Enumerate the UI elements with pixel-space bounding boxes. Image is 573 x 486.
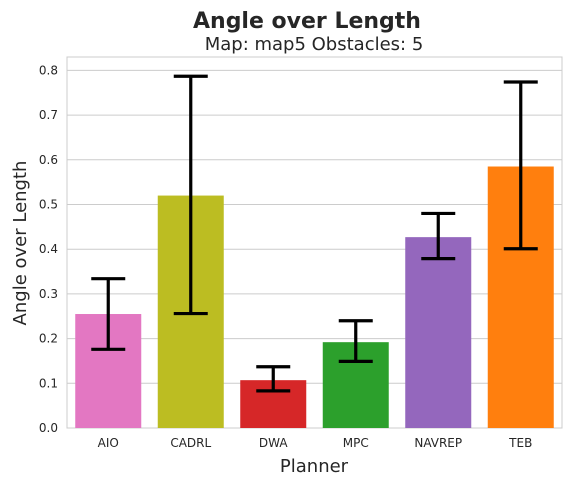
y-tick-label: 0.8	[39, 63, 58, 77]
y-tick-label: 0.0	[39, 421, 58, 435]
y-tick-label: 0.5	[39, 198, 58, 212]
y-axis-label: Angle over Length	[10, 161, 31, 326]
y-tick-label: 0.3	[39, 287, 58, 301]
x-tick-label: MPC	[343, 436, 369, 450]
y-tick-label: 0.1	[39, 376, 58, 390]
y-tick-label: 0.7	[39, 108, 58, 122]
x-tick-label: NAVREP	[414, 436, 462, 450]
chart-title: Angle over Length	[193, 9, 421, 34]
y-tick-label: 0.2	[39, 332, 58, 346]
error-bars-group	[91, 74, 538, 393]
y-tick-label: 0.6	[39, 153, 58, 167]
x-tick-labels: AIO CADRL DWA MPC NAVREP TEB	[98, 436, 533, 450]
y-gridlines	[67, 69, 562, 429]
x-axis-label: Planner	[280, 456, 349, 477]
chart-subtitle: Map: map5 Obstacles: 5	[205, 34, 424, 55]
y-tick-label: 0.4	[39, 242, 58, 256]
x-tick-label: AIO	[98, 436, 119, 450]
bar-navrep	[405, 237, 472, 428]
x-tick-label: CADRL	[170, 436, 211, 450]
x-tick-label: TEB	[508, 436, 532, 450]
x-tick-label: DWA	[259, 436, 288, 450]
y-tick-labels: 0.0 0.1 0.2 0.3 0.4 0.5 0.6 0.7 0.8	[39, 63, 58, 435]
plot-area	[66, 56, 563, 429]
